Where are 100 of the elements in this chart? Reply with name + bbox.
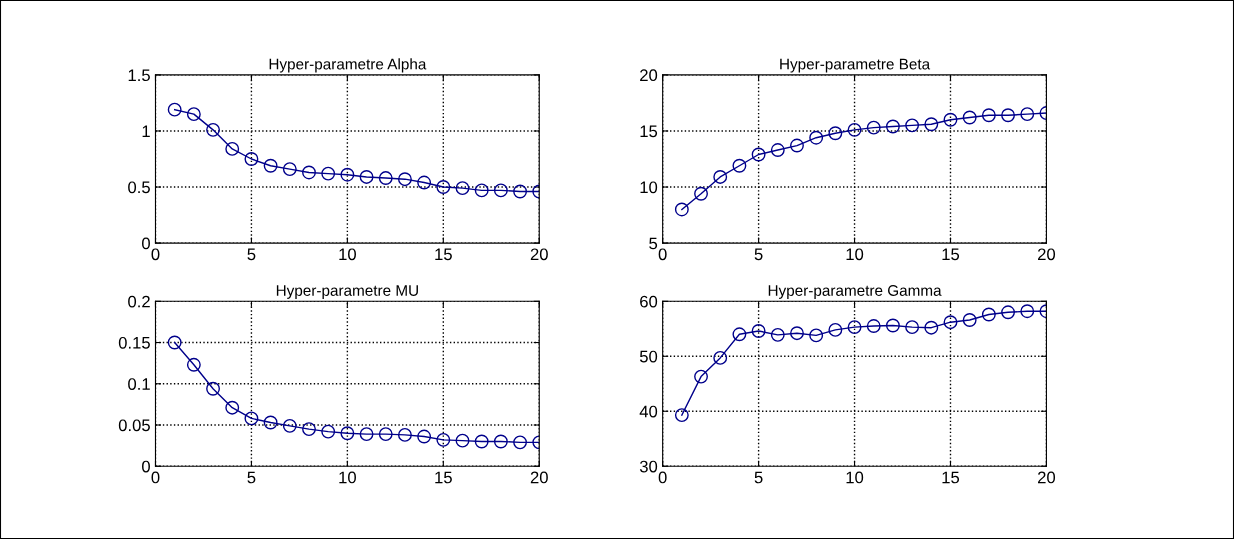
point [694, 369, 708, 384]
point [847, 320, 862, 335]
y-tick-label: 60 [640, 295, 658, 308]
point [790, 326, 804, 341]
point [674, 202, 689, 217]
point [282, 162, 297, 177]
chart-title: Hyper-parametre MU [276, 285, 418, 299]
point [943, 315, 958, 330]
point [674, 408, 689, 423]
y-tick-label: 5 [649, 237, 658, 250]
x-tick-label: 5 [247, 471, 256, 484]
point [943, 112, 958, 127]
y-tick-label: 0.2 [128, 295, 150, 308]
point [417, 175, 432, 190]
point [302, 422, 316, 437]
point [186, 357, 201, 372]
point [732, 158, 747, 173]
y-tick-label: 15 [640, 125, 658, 138]
chart-title: Hyper-parametre Beta [780, 58, 931, 73]
point [828, 126, 843, 141]
point [1001, 305, 1015, 320]
x-tick-label: 0 [658, 248, 667, 261]
point [924, 117, 939, 132]
y-tick-label: 1.5 [128, 69, 150, 82]
point [321, 166, 336, 181]
x-tick-label: 5 [754, 471, 763, 484]
point [206, 381, 220, 396]
point [513, 435, 528, 450]
point [981, 108, 996, 123]
x-tick-label: 15 [435, 248, 452, 261]
point [302, 165, 316, 180]
x-tick-label: 15 [942, 248, 960, 261]
point [962, 313, 977, 327]
x-tick-label: 15 [942, 471, 960, 484]
x-tick-label: 15 [435, 471, 452, 484]
point [493, 183, 508, 198]
point [455, 433, 470, 448]
x-tick-label: 5 [754, 248, 763, 261]
point [770, 143, 785, 157]
point [885, 318, 900, 333]
point [282, 418, 297, 433]
point [474, 434, 489, 449]
point [359, 169, 374, 184]
point [713, 350, 728, 365]
point [885, 119, 900, 134]
y-tick-label: 40 [639, 405, 658, 418]
point [436, 180, 451, 194]
point [866, 319, 881, 333]
y-tick-label: 0.05 [118, 419, 150, 432]
point [321, 424, 336, 439]
x-tick-label: 10 [846, 248, 864, 261]
x-tick-label: 20 [1038, 471, 1056, 484]
y-tick-label: 20 [640, 69, 658, 82]
point [493, 434, 508, 449]
point [924, 320, 939, 335]
point [1001, 108, 1015, 123]
point [225, 400, 240, 415]
point [1020, 304, 1035, 319]
point [244, 411, 259, 426]
point [167, 335, 182, 350]
point [790, 138, 804, 153]
point [340, 167, 355, 182]
point [206, 122, 220, 137]
point [905, 320, 920, 335]
point [167, 102, 182, 117]
x-tick-label: 0 [658, 471, 667, 484]
y-tick-label: 0.15 [118, 336, 150, 349]
x-tick-label: 20 [1038, 248, 1056, 261]
chart-title: Hyper-parametre Alpha [269, 58, 427, 73]
chart-title: Hyper-parametre Gamma [768, 285, 942, 299]
y-tick-label: 1 [142, 125, 150, 138]
x-tick-label: 10 [846, 471, 864, 484]
point [359, 427, 374, 442]
point [474, 183, 489, 198]
point [962, 110, 977, 125]
point [866, 120, 881, 135]
x-tick-label: 20 [530, 471, 548, 484]
point [417, 429, 432, 444]
point [263, 415, 278, 430]
point [378, 427, 393, 442]
point [847, 122, 862, 137]
x-tick-label: 20 [530, 248, 548, 261]
y-tick-label: 30 [639, 460, 658, 473]
point [770, 327, 785, 342]
point [751, 147, 766, 162]
point [513, 184, 528, 199]
y-tick-label: 10 [640, 181, 658, 194]
x-tick-label: 5 [247, 248, 256, 261]
point [981, 307, 996, 322]
point [751, 324, 766, 338]
point [713, 169, 728, 184]
point [732, 327, 747, 342]
point [809, 328, 824, 343]
point [455, 181, 470, 196]
point [340, 426, 355, 441]
x-tick-label: 10 [339, 248, 356, 261]
point [378, 171, 393, 186]
point [1020, 107, 1035, 122]
y-tick-label: 0.1 [128, 378, 150, 390]
point [397, 172, 412, 187]
